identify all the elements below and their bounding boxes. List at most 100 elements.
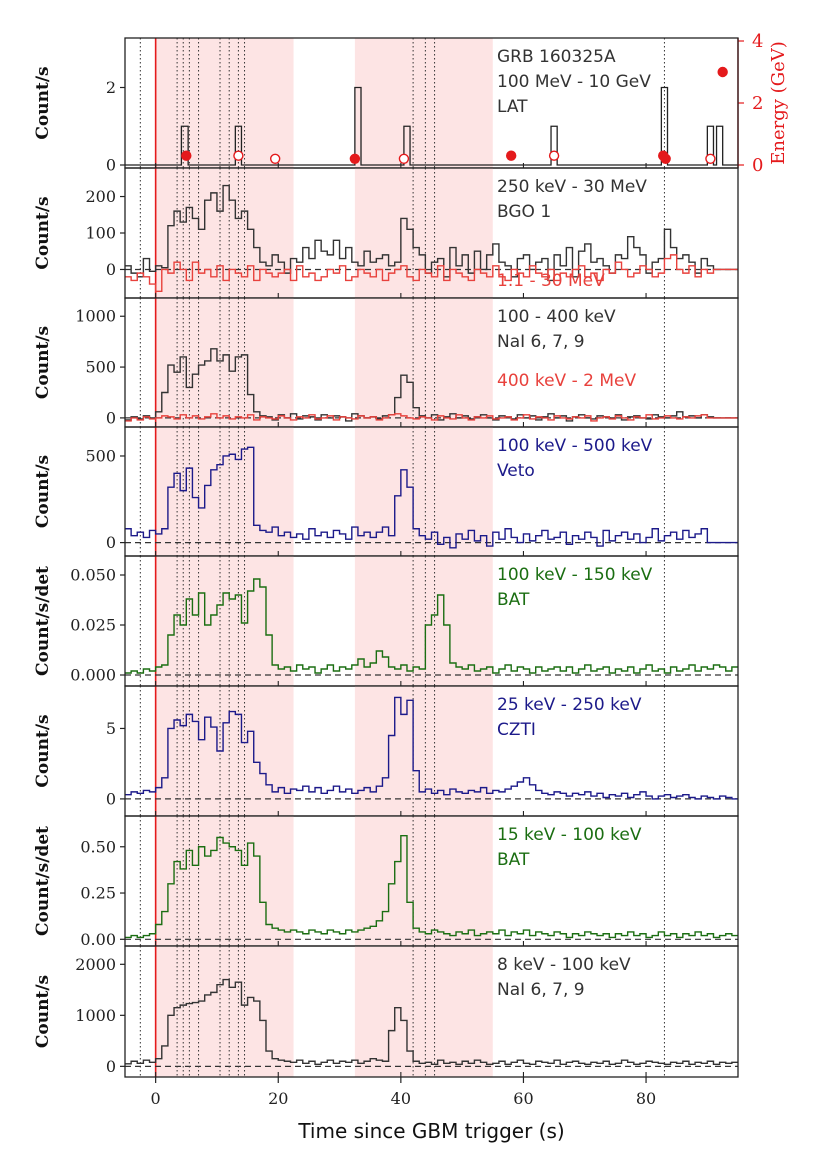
lightcurve-series-1 xyxy=(125,254,738,293)
y-tick-label: 1000 xyxy=(75,307,116,326)
panel-annotation: NaI 6, 7, 9 xyxy=(497,980,585,1000)
lightcurve-series-0 xyxy=(125,578,738,674)
x-tick-label: 0 xyxy=(151,1089,161,1108)
panel-annotation: 100 - 400 keV xyxy=(497,307,616,327)
shaded-interval xyxy=(354,168,493,298)
x-tick-label: 20 xyxy=(268,1089,288,1108)
panel-annotation: Veto xyxy=(497,461,535,481)
lat-bar xyxy=(717,126,723,165)
shaded-interval xyxy=(155,816,294,946)
panel-annotation: 15 keV - 100 keV xyxy=(497,825,642,845)
y-tick-label: 500 xyxy=(85,358,116,377)
y-tick-label: 2000 xyxy=(75,955,116,974)
energy-axis-label: Energy (GeV) xyxy=(768,41,789,164)
shaded-interval xyxy=(155,38,294,168)
lightcurve-series-1 xyxy=(125,413,738,422)
y-axis-label: Count/s xyxy=(33,196,53,269)
photon-energy-marker xyxy=(269,153,281,165)
shaded-interval xyxy=(155,298,294,427)
y-axis-label: Count/s xyxy=(33,975,53,1048)
panel-annotation: 25 keV - 250 keV xyxy=(497,695,642,715)
y-tick-label: 1000 xyxy=(75,1006,116,1025)
shaded-interval xyxy=(354,38,493,168)
panel-NaI: 0 500 1000 Count/s 100 - 400 keV NaI 6, 7, 9 4… xyxy=(33,297,739,428)
photon-energy-marker xyxy=(705,153,716,165)
x-tick-label: 40 xyxy=(391,1089,411,1108)
panel-annotation: LAT xyxy=(497,97,528,117)
lightcurve-series-0 xyxy=(125,978,738,1066)
photon-energy-marker xyxy=(181,150,192,161)
y-tick-label: 0 xyxy=(106,789,116,808)
shaded-interval xyxy=(354,556,493,686)
y-tick-label: 0 xyxy=(106,1057,116,1076)
photon-energy-marker xyxy=(398,153,410,165)
x-axis-label: Time since GBM trigger (s) xyxy=(297,1119,564,1143)
panel-annotation: BAT xyxy=(497,590,530,610)
photon-energy-marker xyxy=(717,66,728,78)
photon-energy-marker xyxy=(660,153,671,165)
y-axis-label: Count/s xyxy=(33,326,53,399)
panel-annotation: BAT xyxy=(497,850,530,870)
y-tick-label: 500 xyxy=(85,446,116,465)
panel-NaI-low: 0 1000 2000 Count/s 8 keV - 100 keV NaI 6, 7,… xyxy=(33,945,739,1078)
shaded-interval xyxy=(354,298,493,427)
y-tick-label: 0 xyxy=(106,156,116,175)
shaded-interval xyxy=(354,686,493,816)
panel-BAT-low: 0.00 0.25 0.50 Count/s/det 15 keV - 100 keV B… xyxy=(33,815,739,949)
y-tick-label: 0.25 xyxy=(80,884,116,903)
shaded-interval xyxy=(354,427,493,556)
panel-annotation: GRB 160325A xyxy=(497,47,616,67)
y-axis-label: Count/s/det xyxy=(33,566,53,676)
y-tick-label: 0 xyxy=(106,260,116,279)
y-tick-label: 0.025 xyxy=(70,616,116,635)
x-tick-label: 80 xyxy=(636,1089,656,1108)
lightcurve-series-0 xyxy=(125,696,738,800)
panel-annotation: 1.1 - 30 MeV xyxy=(497,271,605,291)
y-axis-label: Count/s xyxy=(33,455,53,528)
panel-annotation: 8 keV - 100 keV xyxy=(497,955,631,975)
y-tick-label: 2 xyxy=(106,78,116,97)
lightcurve-series-0 xyxy=(125,834,738,939)
lat-count-histogram xyxy=(125,86,738,166)
panel-annotation: 100 keV - 500 keV xyxy=(497,436,653,456)
y-tick-label: 0.050 xyxy=(70,566,116,585)
shaded-interval xyxy=(155,168,294,298)
panel-BAT-high: 0.000 0.025 0.050 Count/s/det 100 keV - 150 … xyxy=(33,555,739,687)
panel-annotation: CZTI xyxy=(497,720,536,740)
shaded-interval xyxy=(354,946,493,1077)
photon-energy-marker xyxy=(505,150,517,161)
y-tick-label: 0.00 xyxy=(80,930,116,949)
panel-frame xyxy=(124,945,739,1078)
y-axis-label: Count/s xyxy=(33,66,53,139)
panel-annotation: NaI 6, 7, 9 xyxy=(497,332,585,352)
photon-energy-marker xyxy=(548,150,560,161)
y-tick-label: 0.000 xyxy=(70,666,116,685)
y-axis-label: Count/s/det xyxy=(33,826,53,936)
shaded-interval xyxy=(155,427,294,556)
energy-axis-tick-label: 0 xyxy=(752,155,763,176)
photon-energy-marker xyxy=(233,150,244,161)
photon-energy-marker xyxy=(349,153,361,165)
y-tick-label: 0 xyxy=(106,533,116,552)
panel-Veto: 0 500 Count/s 100 keV - 500 keV Veto xyxy=(33,426,739,557)
panel-annotation: BGO 1 xyxy=(497,202,551,222)
panel-annotation: 400 keV - 2 MeV xyxy=(497,371,636,391)
panel-annotation: 250 keV - 30 MeV xyxy=(497,177,647,197)
panel-CZTI: 0 5 Count/s 25 keV - 250 keV CZTI xyxy=(33,685,739,817)
y-tick-label: 200 xyxy=(85,187,116,206)
energy-axis-tick-label: 4 xyxy=(752,31,763,52)
y-tick-label: 100 xyxy=(85,224,116,243)
y-tick-label: 5 xyxy=(106,719,116,738)
shaded-interval xyxy=(155,686,294,816)
energy-axis-tick-label: 2 xyxy=(752,93,763,114)
y-tick-label: 0 xyxy=(106,408,116,427)
shaded-interval xyxy=(155,946,294,1077)
panel-annotation: 100 keV - 150 keV xyxy=(497,565,653,585)
panel-BGO: 0 100 200 Count/s 250 keV - 30 MeV BGO 1 1.1 -… xyxy=(33,167,739,299)
y-axis-label: Count/s xyxy=(33,714,53,787)
shaded-interval xyxy=(354,816,493,946)
shaded-interval xyxy=(155,556,294,686)
x-tick-label: 60 xyxy=(513,1089,533,1108)
